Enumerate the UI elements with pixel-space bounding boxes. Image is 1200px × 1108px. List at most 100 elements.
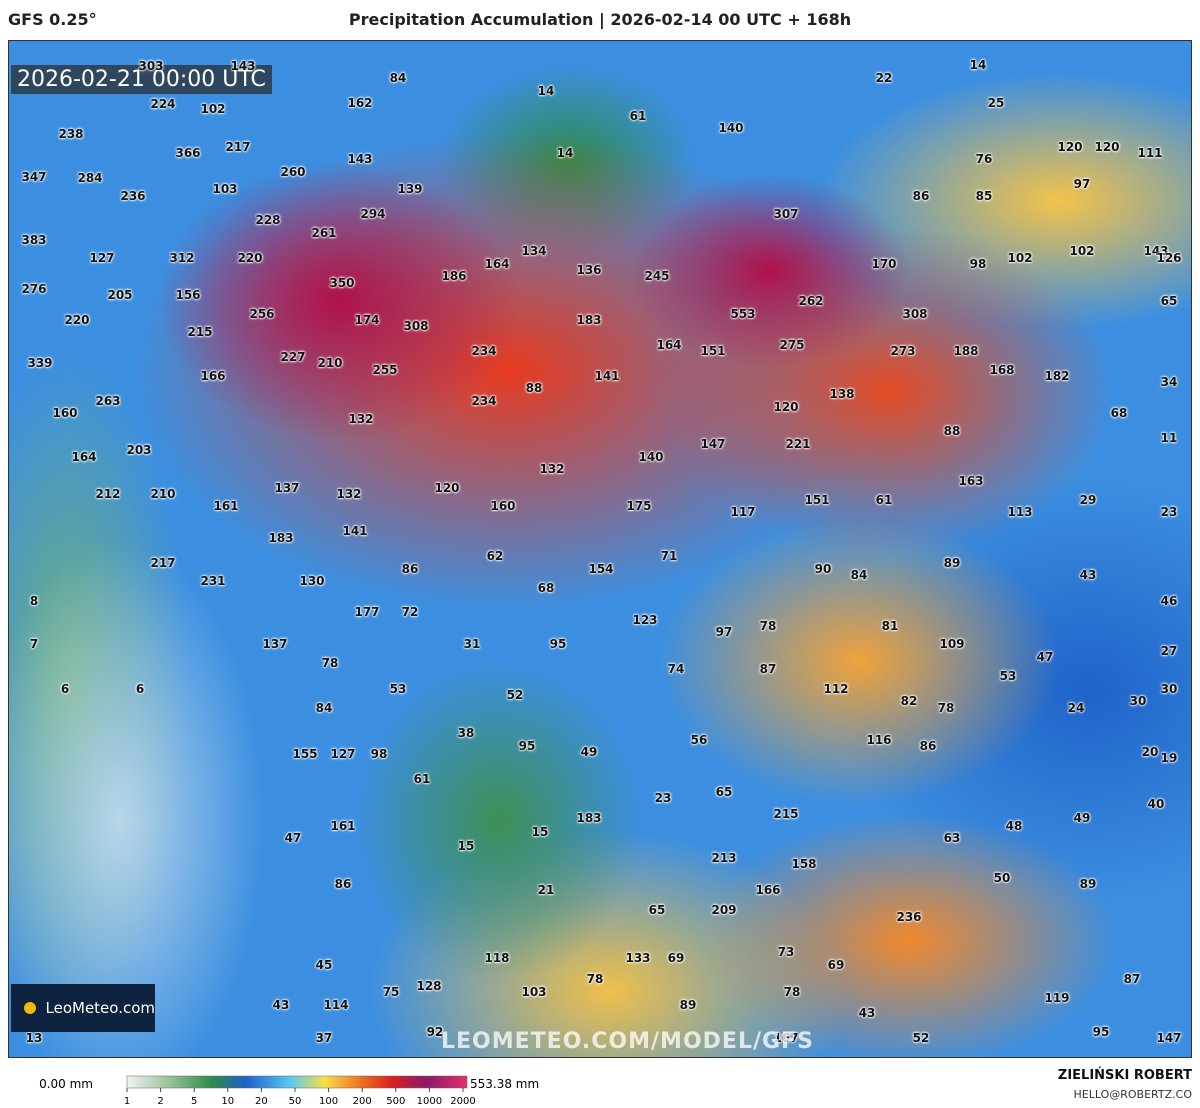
precip-label: 84 <box>389 71 407 85</box>
precip-label: 14 <box>969 58 987 72</box>
precip-label: 350 <box>329 276 355 290</box>
precip-label: 24 <box>1067 701 1085 715</box>
precip-label: 78 <box>586 972 604 986</box>
precip-label: 102 <box>1069 244 1095 258</box>
precip-label: 47 <box>284 831 302 845</box>
precip-label: 62 <box>486 549 504 563</box>
precip-label: 85 <box>975 189 993 203</box>
precip-label: 53 <box>389 682 407 696</box>
precip-label: 73 <box>777 945 795 959</box>
precip-label: 7 <box>29 637 39 651</box>
precip-label: 183 <box>576 811 602 825</box>
precip-label: 166 <box>200 369 226 383</box>
precip-label: 72 <box>401 605 419 619</box>
precip-label: 78 <box>759 619 777 633</box>
precip-label: 95 <box>549 637 567 651</box>
precip-label: 284 <box>77 171 103 185</box>
precip-label: 154 <box>588 562 614 576</box>
precip-label: 74 <box>667 662 685 676</box>
precip-label: 210 <box>317 356 343 370</box>
precip-label: 303 <box>138 59 164 73</box>
precip-label: 151 <box>804 493 830 507</box>
precip-label: 87 <box>759 662 777 676</box>
precip-label: 215 <box>773 807 799 821</box>
precip-label: 166 <box>755 883 781 897</box>
precip-label: 177 <box>354 605 380 619</box>
precip-label: 76 <box>975 152 993 166</box>
precip-label: 20 <box>1141 745 1159 759</box>
precip-label: 47 <box>1036 650 1054 664</box>
precip-label: 228 <box>255 213 281 227</box>
precip-label: 15 <box>457 839 475 853</box>
precip-label: 262 <box>798 294 824 308</box>
precip-label: 155 <box>292 747 318 761</box>
precip-label: 52 <box>506 688 524 702</box>
precip-label: 38 <box>457 726 475 740</box>
precip-label: 256 <box>249 307 275 321</box>
precip-label: 120 <box>434 481 460 495</box>
precip-label: 339 <box>27 356 53 370</box>
precip-label: 69 <box>667 951 685 965</box>
precip-label: 109 <box>939 637 965 651</box>
legend-tick-label: 2 <box>157 1096 163 1107</box>
precip-label: 13 <box>25 1031 43 1045</box>
legend-tick-label: 5 <box>191 1096 197 1107</box>
precip-label: 140 <box>638 450 664 464</box>
precip-label: 92 <box>426 1025 444 1039</box>
precip-label: 23 <box>1160 505 1178 519</box>
precip-label: 120 <box>1057 140 1083 154</box>
precip-label: 103 <box>212 182 238 196</box>
precip-label: 209 <box>711 903 737 917</box>
legend-tick-label: 50 <box>289 1096 302 1107</box>
precip-label: 14 <box>537 84 555 98</box>
precip-label: 128 <box>416 979 442 993</box>
precip-label: 90 <box>814 562 832 576</box>
precip-label: 160 <box>490 499 516 513</box>
legend-tick-label: 20 <box>255 1096 268 1107</box>
watermark: LEOMETEO.COM/MODEL/GFS <box>441 1029 814 1054</box>
precip-label: 89 <box>943 556 961 570</box>
precip-label: 224 <box>150 97 176 111</box>
precip-label: 210 <box>150 487 176 501</box>
precip-label: 113 <box>1007 505 1033 519</box>
precip-label: 217 <box>150 556 176 570</box>
precip-label: 160 <box>52 406 78 420</box>
precip-label: 183 <box>576 313 602 327</box>
title: Precipitation Accumulation | 2026-02-14 … <box>348 10 852 29</box>
precip-label: 86 <box>401 562 419 576</box>
precip-label: 174 <box>354 313 380 327</box>
precip-label: 231 <box>200 574 226 588</box>
precip-label: 119 <box>1044 991 1070 1005</box>
precip-label: 30 <box>1160 682 1178 696</box>
precip-label: 312 <box>169 251 195 265</box>
legend-tick-label: 10 <box>221 1096 234 1107</box>
precip-label: 143 <box>230 59 256 73</box>
precip-label: 383 <box>21 233 47 247</box>
precip-label: 112 <box>823 682 849 696</box>
precip-label: 134 <box>521 244 547 258</box>
precip-label: 68 <box>1110 406 1128 420</box>
precip-label: 78 <box>321 656 339 670</box>
precip-label: 49 <box>1073 811 1091 825</box>
precip-label: 19 <box>1160 751 1178 765</box>
precip-label: 220 <box>64 313 90 327</box>
legend-tick-label: 1 <box>124 1096 130 1107</box>
precip-label: 25 <box>987 96 1005 110</box>
precip-label: 89 <box>1079 877 1097 891</box>
legend-tick-label: 100 <box>319 1096 338 1107</box>
precip-label: 163 <box>958 474 984 488</box>
precip-label: 164 <box>484 257 510 271</box>
precip-label: 82 <box>900 694 918 708</box>
precip-label: 114 <box>323 998 349 1012</box>
map: 2026-02-21 00:00 UTC 303 143 224 102 84 162 14… <box>8 40 1192 1058</box>
precip-label: 95 <box>1092 1025 1110 1039</box>
precip-label: 49 <box>580 745 598 759</box>
precip-label: 65 <box>715 785 733 799</box>
precip-label: 276 <box>21 282 47 296</box>
precip-label: 15 <box>531 825 549 839</box>
precip-label: 126 <box>1156 251 1182 265</box>
precip-label: 245 <box>644 269 670 283</box>
precip-label: 164 <box>656 338 682 352</box>
legend-tick-label: 2000 <box>450 1096 475 1107</box>
precip-label: 132 <box>539 462 565 476</box>
